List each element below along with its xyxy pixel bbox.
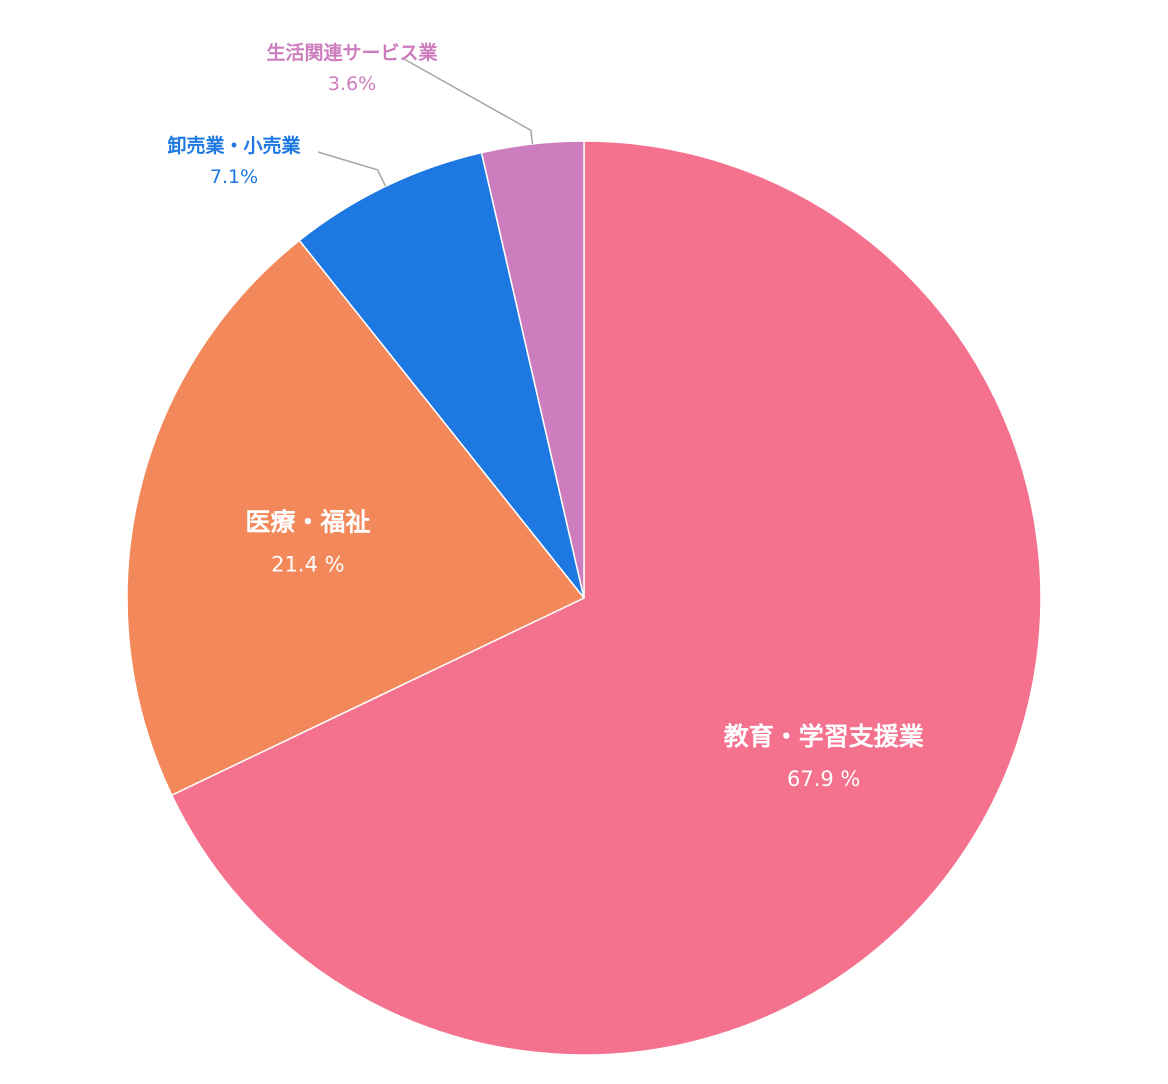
slice-4-label: 生活関連サービス業 [266, 41, 438, 64]
labels-layer: 教育・学習支援業 67.9 % 医療・福祉 21.4 % 卸売業・小売業 7.1% 生活関連… [167, 41, 923, 791]
slice-1-label: 教育・学習支援業 [724, 722, 924, 751]
slice-3-label: 卸売業・小売業 [167, 134, 301, 157]
slice-2-wedge [126, 239, 586, 797]
slice-2-label: 医療・福祉 [245, 507, 370, 536]
slice-4-leader-line [403, 58, 534, 145]
slice-2-value-label: 21.4 % [271, 552, 344, 576]
slices-layer [126, 140, 1042, 1056]
leader-lines-layer [317, 58, 534, 187]
slice-1-wedge [170, 140, 1042, 1056]
slice-3-value-label: 7.1% [210, 166, 258, 188]
slice-4-value-label: 3.6% [328, 73, 376, 95]
slice-1-value-label: 67.9 % [787, 767, 860, 791]
slice-3-leader-line [317, 151, 387, 187]
